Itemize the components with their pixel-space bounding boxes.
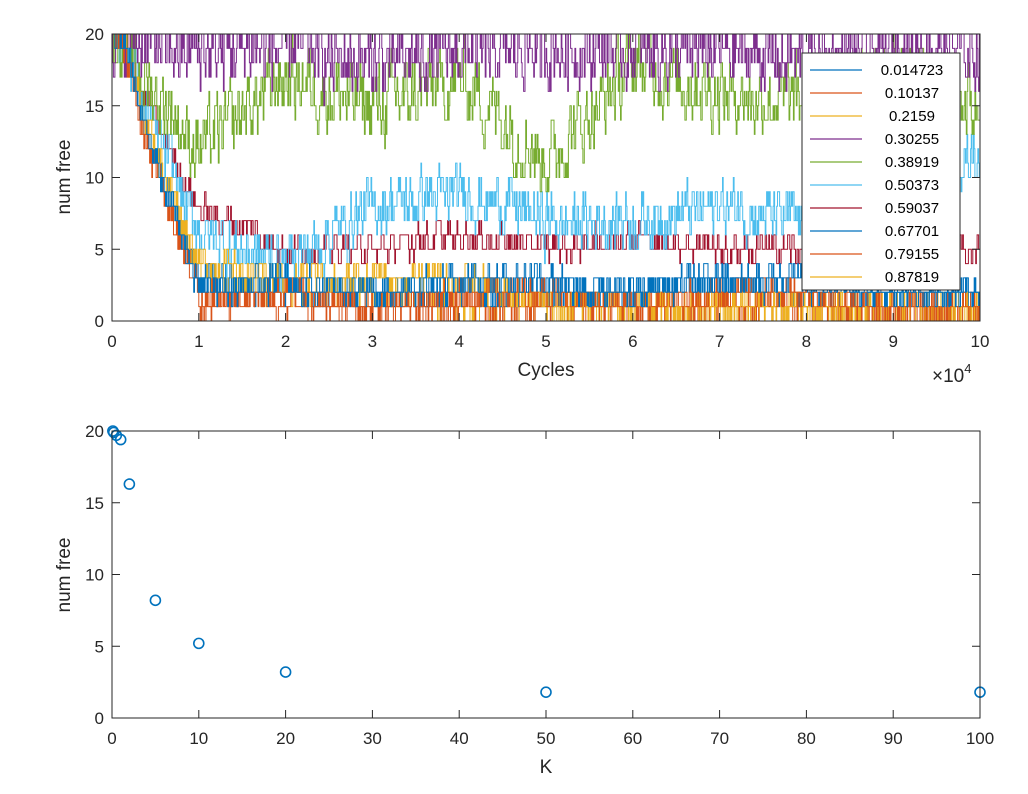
y-tick-label: 0 <box>95 709 104 728</box>
data-point <box>123 478 136 490</box>
bottom-y-axis-label: num free <box>54 538 75 613</box>
x-tick-label: 100 <box>966 729 994 748</box>
legend-entry: 0.014723 <box>881 62 944 79</box>
y-tick-label: 15 <box>85 494 104 513</box>
top-y-axis-label: num free <box>54 140 75 215</box>
x-tick-label: 6 <box>628 332 637 351</box>
bottom-x-axis-label: K <box>540 757 553 778</box>
x-tick-label: 0 <box>107 729 116 748</box>
x-tick-label: 10 <box>971 332 990 351</box>
legend-entry: 0.2159 <box>889 108 935 125</box>
x-tick-label: 30 <box>363 729 382 748</box>
y-tick-label: 5 <box>95 240 104 259</box>
bottom-y-ticks: 0 5 10 15 20 <box>85 422 980 728</box>
y-tick-label: 15 <box>85 97 104 116</box>
legend-entry: 0.10137 <box>885 85 939 102</box>
legend-entry: 0.50373 <box>885 177 939 194</box>
x-tick-label: 70 <box>710 729 729 748</box>
x-tick-label: 9 <box>888 332 897 351</box>
series-line <box>112 33 980 322</box>
y-tick-label: 0 <box>95 312 104 331</box>
top-y-ticks: 0 5 10 15 20 <box>85 25 980 331</box>
x-tick-label: 7 <box>715 332 724 351</box>
y-tick-label: 10 <box>85 566 104 585</box>
data-point <box>279 666 292 678</box>
top-series-lines <box>112 33 981 322</box>
top-x-exponent: ×104 <box>932 361 971 387</box>
top-plot: 0 1 2 3 4 5 6 7 8 9 10 0 5 10 15 20 Cycles num free ×1… <box>54 25 989 387</box>
y-tick-label: 10 <box>85 169 104 188</box>
x-tick-label: 0 <box>107 332 116 351</box>
top-x-axis-label: Cycles <box>517 360 574 381</box>
legend-entry: 0.87819 <box>885 269 939 286</box>
x-tick-label: 50 <box>537 729 556 748</box>
x-tick-label: 60 <box>623 729 642 748</box>
x-tick-label: 90 <box>884 729 903 748</box>
y-tick-label: 20 <box>85 422 104 441</box>
legend-entry: 0.38919 <box>885 154 939 171</box>
x-tick-label: 5 <box>541 332 550 351</box>
data-point <box>540 686 552 698</box>
bottom-x-ticks: 0 10 20 30 40 50 60 70 80 90 100 <box>107 431 994 748</box>
x-tick-label: 1 <box>194 332 203 351</box>
x-tick-label: 4 <box>454 332 463 351</box>
x-tick-label: 2 <box>281 332 290 351</box>
x-tick-label: 80 <box>797 729 816 748</box>
legend-entry: 0.30255 <box>885 131 939 148</box>
x-tick-label: 8 <box>802 332 811 351</box>
legend-entry: 0.59037 <box>885 200 939 217</box>
data-point <box>149 594 162 607</box>
x-tick-label: 10 <box>189 729 208 748</box>
x-tick-label: 20 <box>276 729 295 748</box>
y-tick-label: 20 <box>85 25 104 44</box>
legend-entry: 0.79155 <box>885 246 939 263</box>
x-tick-label: 3 <box>368 332 377 351</box>
top-x-ticks: 0 1 2 3 4 5 6 7 8 9 10 <box>107 34 989 351</box>
top-legend: 0.014723 0.10137 0.2159 0.30255 0.38919 0.503… <box>801 52 961 291</box>
y-tick-label: 5 <box>95 637 104 656</box>
data-point <box>107 426 120 439</box>
bottom-plot-area <box>112 431 980 718</box>
bottom-plot: 0 10 20 30 40 50 60 70 80 90 100 0 5 10 15 20 K num fr… <box>54 422 994 778</box>
legend-entry: 0.67701 <box>885 223 939 240</box>
x-tick-label: 40 <box>450 729 469 748</box>
data-point <box>114 433 127 446</box>
series-line <box>112 33 980 308</box>
data-point <box>193 637 205 650</box>
